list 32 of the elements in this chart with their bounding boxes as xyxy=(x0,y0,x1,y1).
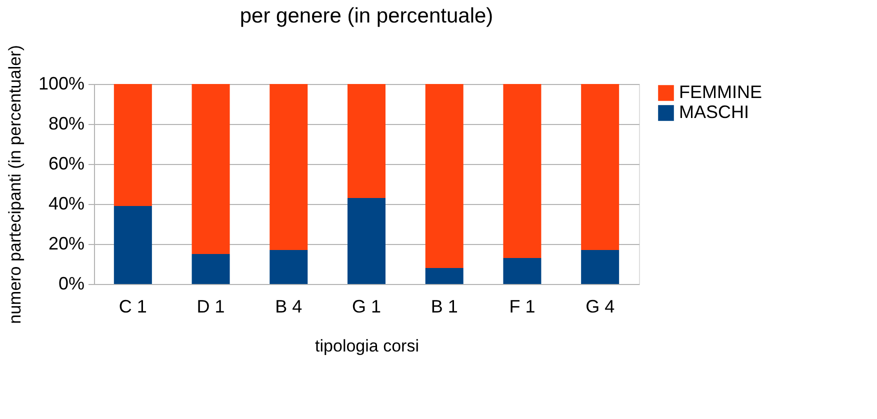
y-tick-label: 0% xyxy=(58,274,84,294)
bar xyxy=(270,250,308,284)
bar xyxy=(192,84,230,254)
bar xyxy=(114,206,152,284)
legend-label: FEMMINE xyxy=(679,82,762,102)
bar xyxy=(425,84,464,268)
bar xyxy=(114,84,152,206)
chart-title: per genere (in percentuale) xyxy=(240,4,494,28)
x-axis-title: tipologia corsi xyxy=(315,336,419,356)
bar xyxy=(503,258,542,284)
legend-label: MASCHI xyxy=(679,102,750,122)
bar xyxy=(425,268,464,284)
bar xyxy=(503,84,542,258)
bar xyxy=(348,198,386,284)
x-tick-label: F 1 xyxy=(509,296,536,316)
y-axis-title: numero partecipanti (in percentualer) xyxy=(5,45,24,324)
x-tick-label: B 1 xyxy=(430,296,458,316)
bar xyxy=(270,84,308,250)
bar xyxy=(581,250,620,284)
y-tick-label: 20% xyxy=(48,234,84,254)
bar xyxy=(192,254,230,284)
bar xyxy=(348,84,386,198)
x-tick-label: C 1 xyxy=(118,296,147,316)
x-tick-label: B 4 xyxy=(275,296,302,316)
y-tick-label: 40% xyxy=(48,194,84,214)
x-tick-label: G 4 xyxy=(586,296,615,316)
y-tick-label: 100% xyxy=(38,74,84,94)
bar xyxy=(581,84,620,250)
y-tick-label: 60% xyxy=(48,154,84,174)
x-tick-label: G 1 xyxy=(352,296,382,316)
x-tick-label: D 1 xyxy=(196,296,225,316)
y-tick-label: 80% xyxy=(48,114,84,134)
